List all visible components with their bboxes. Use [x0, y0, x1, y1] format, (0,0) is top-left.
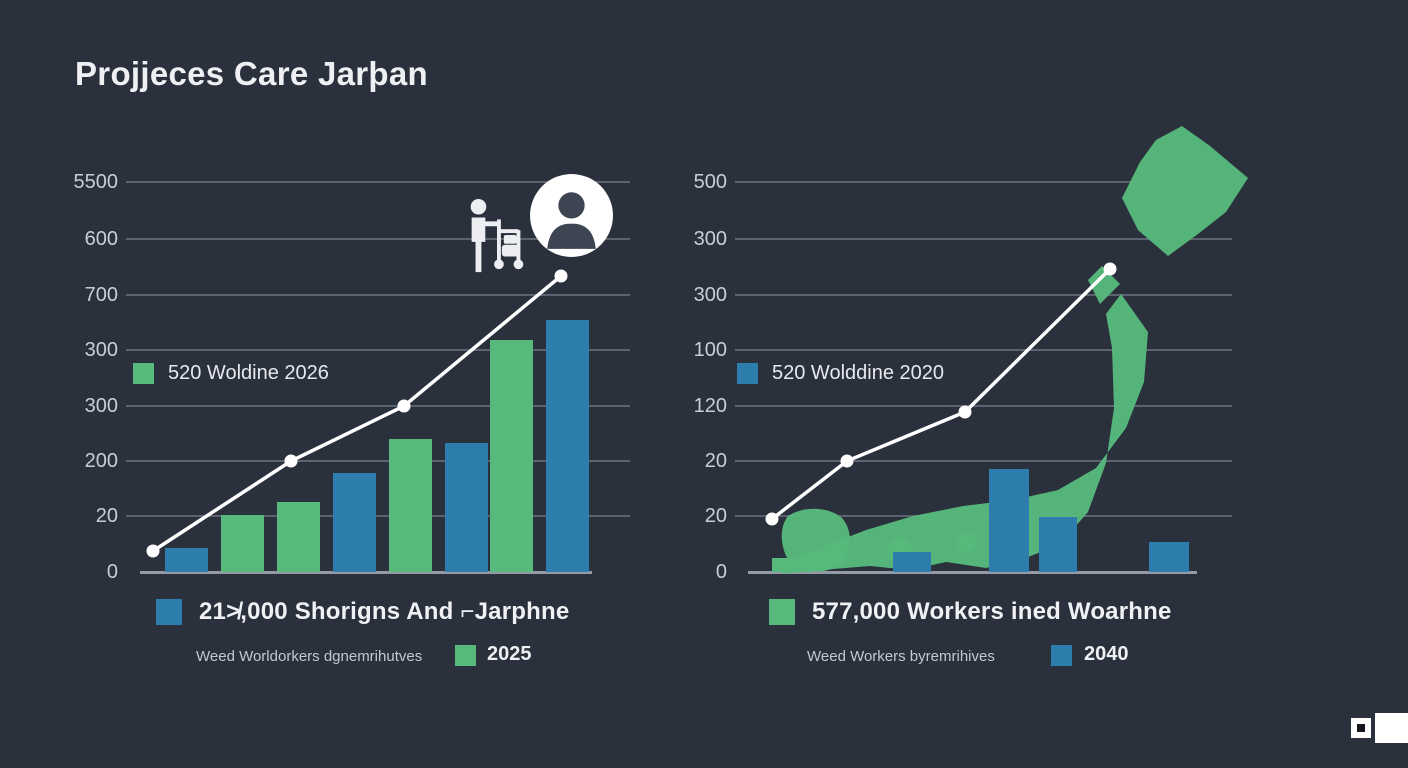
bar	[772, 558, 812, 572]
y-axis-label: 700	[84, 284, 118, 306]
year-swatch-green	[455, 645, 476, 666]
page-title: Projjeces Care Jarþan	[75, 55, 428, 92]
elderly-person-with-walker-icon	[470, 198, 524, 273]
right-footer-headline: 577,000 Workers ined Woarhne	[769, 598, 1172, 626]
y-axis-label: 0	[106, 561, 118, 583]
left-footer-headline: 21≯,000 Shorigns And ⌐Jarphne	[156, 598, 569, 626]
y-axis-label: 600	[84, 228, 118, 250]
y-axis-label: 300	[84, 395, 118, 417]
bar	[221, 515, 264, 572]
y-axis-label: 500	[693, 171, 727, 193]
bar	[1149, 542, 1189, 572]
gridline	[126, 181, 630, 183]
right-footer-year: 2040	[1084, 643, 1129, 665]
left-chart-legend: 520 Woldine 2026	[133, 362, 329, 385]
year-swatch-blue	[1051, 645, 1072, 666]
bar	[389, 439, 432, 572]
y-axis-label: 120	[693, 395, 727, 417]
legend-swatch-blue	[737, 363, 758, 384]
left-footer-caption: Weed Worldorkers dgnemrihutves	[196, 648, 423, 665]
bar	[277, 502, 320, 572]
person-avatar-circle-icon	[530, 174, 613, 257]
headline-text: 577,000 Workers ined Woarhne	[812, 598, 1172, 625]
gridline	[735, 181, 1232, 183]
y-axis-label: 200	[84, 450, 118, 472]
right-footer-caption: Weed Workers byremrihives	[807, 648, 995, 665]
legend-swatch-green	[133, 363, 154, 384]
y-axis-label: 20	[704, 450, 727, 472]
left-footer-year: 2025	[487, 643, 532, 665]
headline-text: 21≯,000 Shorigns And ⌐Jarphne	[199, 598, 570, 625]
y-axis-label: 300	[693, 228, 727, 250]
y-axis-label: 0	[715, 561, 727, 583]
legend-label: 520 Woldine 2026	[168, 362, 329, 384]
gridline	[126, 238, 630, 240]
x-axis-baseline	[748, 571, 1197, 574]
legend-label: 520 Wolddine 2020	[772, 362, 944, 384]
bar	[1039, 517, 1077, 572]
bar	[893, 552, 931, 572]
bar	[445, 443, 488, 572]
gridline	[735, 238, 1232, 240]
bar	[333, 473, 376, 572]
y-axis-label: 20	[95, 505, 118, 527]
bar	[490, 340, 533, 572]
headline-swatch-green	[769, 599, 795, 625]
x-axis-baseline	[140, 571, 592, 574]
logo-rect-icon	[1375, 713, 1408, 743]
logo-dot-icon	[1357, 724, 1365, 732]
bar	[989, 469, 1029, 572]
y-axis-label: 5500	[73, 171, 119, 193]
y-axis-label: 300	[693, 284, 727, 306]
bar	[165, 548, 208, 572]
logo-mark	[1351, 712, 1408, 744]
right-chart-legend: 520 Wolddine 2020	[737, 362, 944, 385]
bar	[546, 320, 589, 572]
y-axis-label: 20	[704, 505, 727, 527]
y-axis-label: 300	[84, 339, 118, 361]
y-axis-label: 100	[693, 339, 727, 361]
headline-swatch-blue	[156, 599, 182, 625]
logo-square-icon	[1351, 718, 1371, 738]
gridline	[126, 294, 630, 296]
